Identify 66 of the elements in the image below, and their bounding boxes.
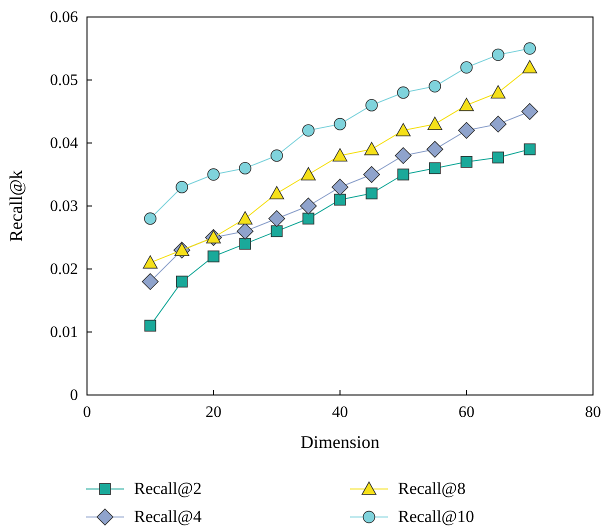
x-tick-label: 20 <box>206 404 222 421</box>
point <box>397 168 410 180</box>
point <box>302 124 315 137</box>
point <box>366 188 378 200</box>
point <box>396 123 411 136</box>
point <box>236 222 254 240</box>
point <box>460 61 473 74</box>
point <box>394 147 412 164</box>
legend-label: Recall@4 <box>134 507 202 526</box>
y-tick-label: 0.05 <box>50 72 78 89</box>
point <box>300 198 317 214</box>
point <box>176 276 188 288</box>
point <box>521 103 538 120</box>
y-tick-label: 0.01 <box>50 324 78 341</box>
y-tick-label: 0.06 <box>50 9 78 26</box>
point <box>334 194 346 206</box>
point <box>490 116 507 132</box>
point <box>428 162 441 174</box>
y-tick-label: 0.04 <box>50 135 78 152</box>
x-tick-label: 40 <box>332 404 348 421</box>
point <box>428 80 442 92</box>
point <box>365 99 378 112</box>
point <box>364 142 380 156</box>
point <box>300 167 316 180</box>
legend-label: Recall@8 <box>398 479 466 498</box>
point <box>397 86 410 99</box>
point <box>270 149 283 162</box>
point <box>238 162 252 174</box>
point <box>460 156 472 168</box>
point <box>270 225 283 238</box>
point <box>144 320 156 332</box>
point <box>363 166 380 183</box>
point <box>492 152 504 164</box>
point <box>269 186 284 200</box>
y-tick-label: 0 <box>70 387 78 404</box>
point <box>302 212 314 224</box>
point <box>208 250 220 262</box>
point <box>144 212 156 225</box>
y-tick-label: 0.03 <box>50 198 78 215</box>
point <box>176 180 188 194</box>
point <box>268 210 286 227</box>
point <box>492 48 504 61</box>
point <box>522 60 538 74</box>
point <box>427 116 442 130</box>
point <box>239 238 252 250</box>
point <box>490 85 506 98</box>
point <box>334 118 346 130</box>
x-tick-label: 60 <box>458 404 474 421</box>
legend-label: Recall@10 <box>398 507 474 526</box>
point <box>142 273 159 290</box>
point <box>426 140 444 158</box>
y-tick-label: 0.02 <box>50 261 78 278</box>
legend-label: Recall@2 <box>134 479 202 498</box>
point <box>458 122 475 139</box>
point <box>238 211 253 224</box>
point <box>142 255 158 269</box>
point <box>207 168 220 181</box>
point <box>459 98 474 112</box>
point <box>524 143 536 156</box>
point <box>524 42 536 55</box>
y-axis-title: Recall@k <box>6 170 26 242</box>
x-axis-title: Dimension <box>300 432 380 452</box>
x-tick-label: 80 <box>585 404 601 421</box>
point <box>332 148 348 162</box>
x-tick-label: 0 <box>83 404 91 421</box>
point <box>332 178 348 196</box>
